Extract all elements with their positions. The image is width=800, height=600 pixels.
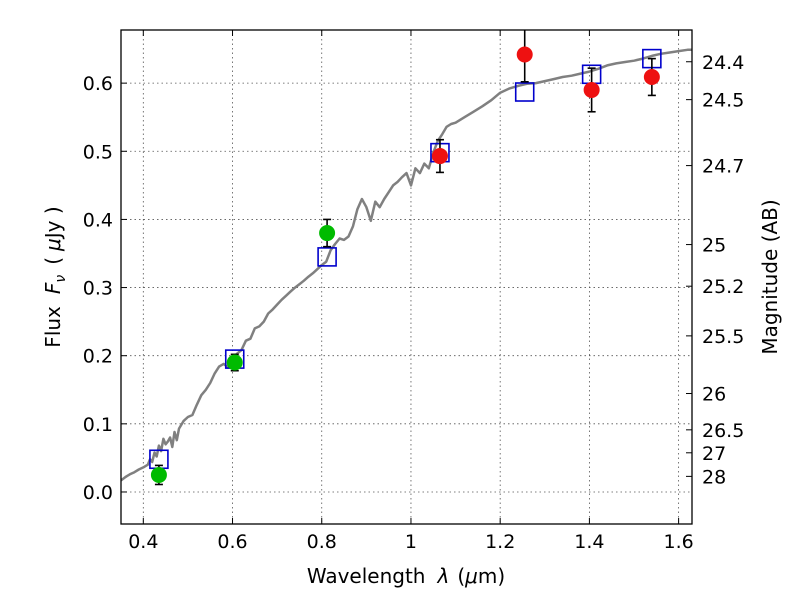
x-tick-label: 1.4: [574, 531, 604, 553]
model-photometry-square: [317, 247, 337, 267]
y-axis-label: FluxFν(μJy ): [41, 206, 69, 347]
y2-tick-label: 25: [702, 235, 726, 257]
y-tick-label: 0.4: [83, 209, 113, 231]
y-tick-label: 0.0: [83, 482, 113, 504]
y-tick-label: 0.2: [83, 346, 113, 368]
grid: [121, 30, 692, 524]
y2-tick-label: 24.5: [702, 90, 744, 112]
x-tick-label: 0.4: [128, 531, 158, 553]
plot-area: [121, 30, 692, 486]
y2-axis-label: Magnitude (AB): [758, 199, 782, 354]
y2-tick-label: 24.7: [702, 156, 744, 178]
nir-point: [516, 46, 533, 63]
x-tick-label: 1.2: [485, 531, 515, 553]
y2-tick-label: 27: [702, 443, 726, 465]
nir-point: [583, 81, 600, 98]
plot-frame: [120, 29, 693, 525]
x-tick-label: 1.6: [664, 531, 694, 553]
y2-tick-label: 25.5: [702, 326, 744, 348]
x-tick-label: 0.8: [307, 531, 337, 553]
model-photometry-square: [514, 82, 535, 102]
y-tick-label: 0.3: [83, 278, 113, 300]
x-tick-label: 0.6: [217, 531, 247, 553]
x-tick-label: 1: [405, 531, 417, 553]
nir-point: [643, 69, 660, 86]
optical-point: [150, 466, 167, 483]
x-axis-label: Wavelength λ (μm): [307, 564, 505, 588]
y-tick-label: 0.6: [83, 73, 113, 95]
optical-point: [226, 354, 243, 371]
y-tick-label: 0.5: [83, 141, 113, 163]
y2-tick-label: 24.4: [702, 52, 744, 74]
y2-tick-label: 25.2: [702, 276, 744, 298]
model-spectrum-line: [121, 48, 692, 482]
y2-tick-label: 26: [702, 384, 726, 406]
y-tick-label: 0.1: [83, 414, 113, 436]
axis-ticks: 0.4 0.6 0.8 1 1.2 1.4 1.6 0.0 0.1 0.2 0.3 0.4 0.5 0.6…: [83, 30, 744, 553]
y2-tick-label: 26.5: [702, 420, 744, 442]
y2-tick-label: 28: [702, 466, 726, 488]
optical-point: [319, 225, 336, 242]
nir-point: [431, 148, 448, 165]
